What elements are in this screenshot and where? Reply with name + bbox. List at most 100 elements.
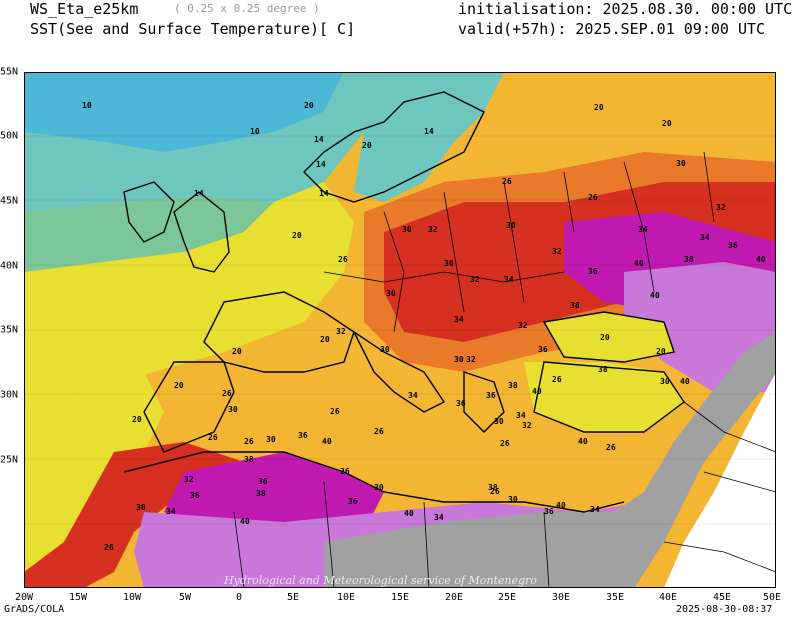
svg-text:20: 20: [292, 231, 302, 240]
svg-text:30: 30: [494, 417, 504, 426]
svg-text:26: 26: [340, 467, 350, 476]
borders: [233, 151, 776, 588]
svg-text:14: 14: [314, 135, 324, 144]
svg-text:36: 36: [298, 431, 308, 440]
svg-text:36: 36: [348, 497, 358, 506]
field-14: [24, 72, 384, 212]
svg-text:30: 30: [402, 225, 412, 234]
lon-tick: 35E: [605, 592, 625, 603]
svg-text:34: 34: [434, 513, 444, 522]
field-17: [24, 197, 274, 272]
svg-text:20: 20: [132, 415, 142, 424]
resolution-label: ( 0.25 x 0.25 degree ): [174, 2, 320, 15]
lon-tick: 30E: [551, 592, 571, 603]
lat-tick: 30N: [0, 389, 19, 401]
coastlines: [123, 91, 685, 513]
svg-text:32: 32: [466, 355, 476, 364]
svg-text:30: 30: [676, 159, 686, 168]
svg-text:36: 36: [544, 507, 554, 516]
svg-text:26: 26: [552, 375, 562, 384]
field-20-north: [24, 182, 354, 402]
svg-text:30: 30: [454, 355, 464, 364]
svg-text:38: 38: [488, 483, 498, 492]
footer-credit: GrADS/COLA: [4, 604, 65, 615]
svg-text:14: 14: [424, 127, 434, 136]
svg-text:38: 38: [570, 301, 580, 310]
lat-tick: 55N: [0, 66, 19, 78]
svg-text:10: 10: [82, 101, 92, 110]
lon-tick: 0: [235, 592, 243, 603]
svg-text:34: 34: [504, 275, 514, 284]
lon-tick: 50E: [762, 592, 782, 603]
svg-text:20: 20: [362, 141, 372, 150]
svg-text:32: 32: [552, 247, 562, 256]
svg-text:40: 40: [322, 437, 332, 446]
watermark: Hydrological and Meteorological service …: [223, 574, 537, 587]
svg-text:36: 36: [538, 345, 548, 354]
footer-timestamp: 2025-08-30-08:37: [676, 604, 773, 615]
svg-text:30: 30: [374, 483, 384, 492]
svg-text:14: 14: [319, 189, 329, 198]
svg-text:30: 30: [136, 503, 146, 512]
svg-text:20: 20: [662, 119, 672, 128]
svg-text:40: 40: [556, 501, 566, 510]
lat-tick: 45N: [0, 195, 19, 207]
svg-text:40: 40: [756, 255, 766, 264]
svg-text:20: 20: [594, 103, 604, 112]
lon-tick: 5W: [178, 592, 192, 603]
field-black-sea: [544, 312, 674, 362]
svg-text:30: 30: [380, 345, 390, 354]
outside-domain: [664, 372, 776, 588]
svg-text:32: 32: [470, 275, 480, 284]
lon-tick: 40E: [658, 592, 678, 603]
svg-text:34: 34: [638, 225, 648, 234]
svg-text:36: 36: [728, 241, 738, 250]
svg-text:34: 34: [166, 507, 176, 516]
svg-text:26: 26: [490, 487, 500, 496]
variable-label: SST(See and Surface Temperature)[ C]: [30, 20, 356, 38]
lat-tick: 35N: [0, 324, 19, 336]
svg-text:20: 20: [600, 333, 610, 342]
svg-text:34: 34: [590, 505, 600, 514]
svg-text:30: 30: [386, 289, 396, 298]
svg-text:30: 30: [660, 377, 670, 386]
lat-tick: 40N: [0, 260, 19, 272]
svg-text:34: 34: [700, 233, 710, 242]
field-20-south: [24, 372, 164, 572]
lon-tick: 15E: [390, 592, 410, 603]
sst-map: 10 10 20 14 14 14 14 20 26 14 20 26 20 2…: [24, 72, 776, 588]
svg-text:32: 32: [518, 321, 528, 330]
svg-text:10: 10: [250, 127, 260, 136]
svg-text:32: 32: [184, 475, 194, 484]
svg-text:30: 30: [228, 405, 238, 414]
svg-text:26: 26: [330, 407, 340, 416]
lon-tick: 20E: [444, 592, 464, 603]
svg-text:36: 36: [456, 399, 466, 408]
svg-text:32: 32: [428, 225, 438, 234]
field-med: [164, 372, 644, 512]
svg-text:40: 40: [680, 377, 690, 386]
svg-text:36: 36: [190, 491, 200, 500]
svg-text:32: 32: [716, 203, 726, 212]
svg-text:20: 20: [232, 347, 242, 356]
svg-text:26: 26: [374, 427, 384, 436]
svg-text:36: 36: [258, 477, 268, 486]
svg-text:14: 14: [316, 160, 326, 169]
svg-text:20: 20: [656, 347, 666, 356]
svg-text:30: 30: [266, 435, 276, 444]
svg-text:40: 40: [650, 291, 660, 300]
svg-text:38: 38: [684, 255, 694, 264]
svg-text:20: 20: [304, 101, 314, 110]
lon-tick: 45E: [712, 592, 732, 603]
svg-text:30: 30: [508, 495, 518, 504]
field-10: [24, 72, 344, 152]
svg-text:40: 40: [634, 259, 644, 268]
svg-text:26: 26: [208, 433, 218, 442]
contour-labels: 10 10 20 14 14 14 14 20 26 14 20 26 20 2…: [82, 101, 766, 552]
graticule: [24, 135, 776, 525]
svg-text:38: 38: [256, 489, 266, 498]
map-frame: [24, 72, 776, 588]
svg-text:30: 30: [506, 221, 516, 230]
lon-tick: 10W: [122, 592, 142, 603]
model-name: WS_Eta_e25km: [30, 0, 139, 18]
